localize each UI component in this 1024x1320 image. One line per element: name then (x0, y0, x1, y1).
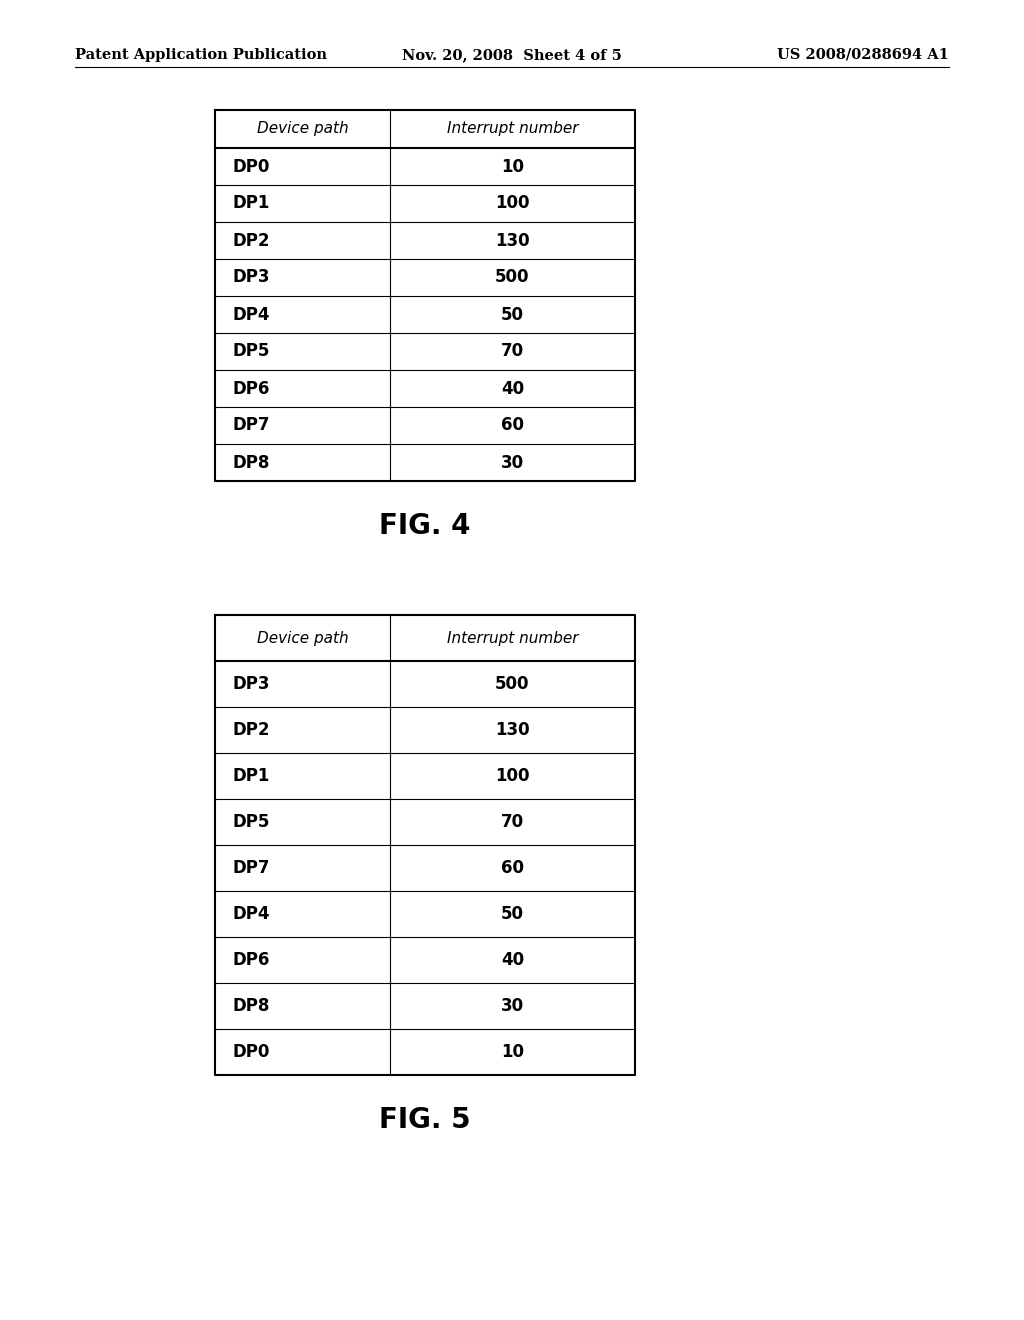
Text: DP0: DP0 (233, 1043, 270, 1061)
Text: 100: 100 (496, 767, 529, 785)
Text: DP8: DP8 (233, 997, 270, 1015)
Text: DP6: DP6 (233, 380, 270, 397)
Text: 50: 50 (501, 906, 524, 923)
Text: 100: 100 (496, 194, 529, 213)
Text: 60: 60 (501, 417, 524, 434)
Text: Interrupt number: Interrupt number (446, 121, 579, 136)
Text: Device path: Device path (257, 631, 348, 645)
Text: DP3: DP3 (233, 675, 270, 693)
Text: 30: 30 (501, 997, 524, 1015)
Text: DP2: DP2 (233, 721, 270, 739)
Text: DP1: DP1 (233, 767, 270, 785)
Text: 130: 130 (496, 721, 529, 739)
Text: 70: 70 (501, 813, 524, 832)
Text: DP6: DP6 (233, 950, 270, 969)
Text: DP7: DP7 (233, 417, 270, 434)
Text: DP3: DP3 (233, 268, 270, 286)
Text: Interrupt number: Interrupt number (446, 631, 579, 645)
Text: 10: 10 (501, 1043, 524, 1061)
Text: 60: 60 (501, 859, 524, 876)
Text: US 2008/0288694 A1: US 2008/0288694 A1 (777, 48, 949, 62)
Text: Patent Application Publication: Patent Application Publication (75, 48, 327, 62)
Text: Nov. 20, 2008  Sheet 4 of 5: Nov. 20, 2008 Sheet 4 of 5 (402, 48, 622, 62)
Text: DP4: DP4 (233, 305, 270, 323)
Text: 70: 70 (501, 342, 524, 360)
Text: DP4: DP4 (233, 906, 270, 923)
Text: FIG. 4: FIG. 4 (379, 512, 471, 540)
Text: DP1: DP1 (233, 194, 270, 213)
Text: 10: 10 (501, 157, 524, 176)
Text: 40: 40 (501, 380, 524, 397)
Text: DP5: DP5 (233, 342, 270, 360)
Text: DP5: DP5 (233, 813, 270, 832)
Text: 500: 500 (496, 268, 529, 286)
Text: 50: 50 (501, 305, 524, 323)
Text: Device path: Device path (257, 121, 348, 136)
Text: FIG. 5: FIG. 5 (379, 1106, 471, 1134)
Text: 30: 30 (501, 454, 524, 471)
Text: 500: 500 (496, 675, 529, 693)
Text: 40: 40 (501, 950, 524, 969)
Text: DP8: DP8 (233, 454, 270, 471)
Text: DP2: DP2 (233, 231, 270, 249)
Text: 130: 130 (496, 231, 529, 249)
Text: DP0: DP0 (233, 157, 270, 176)
Text: DP7: DP7 (233, 859, 270, 876)
